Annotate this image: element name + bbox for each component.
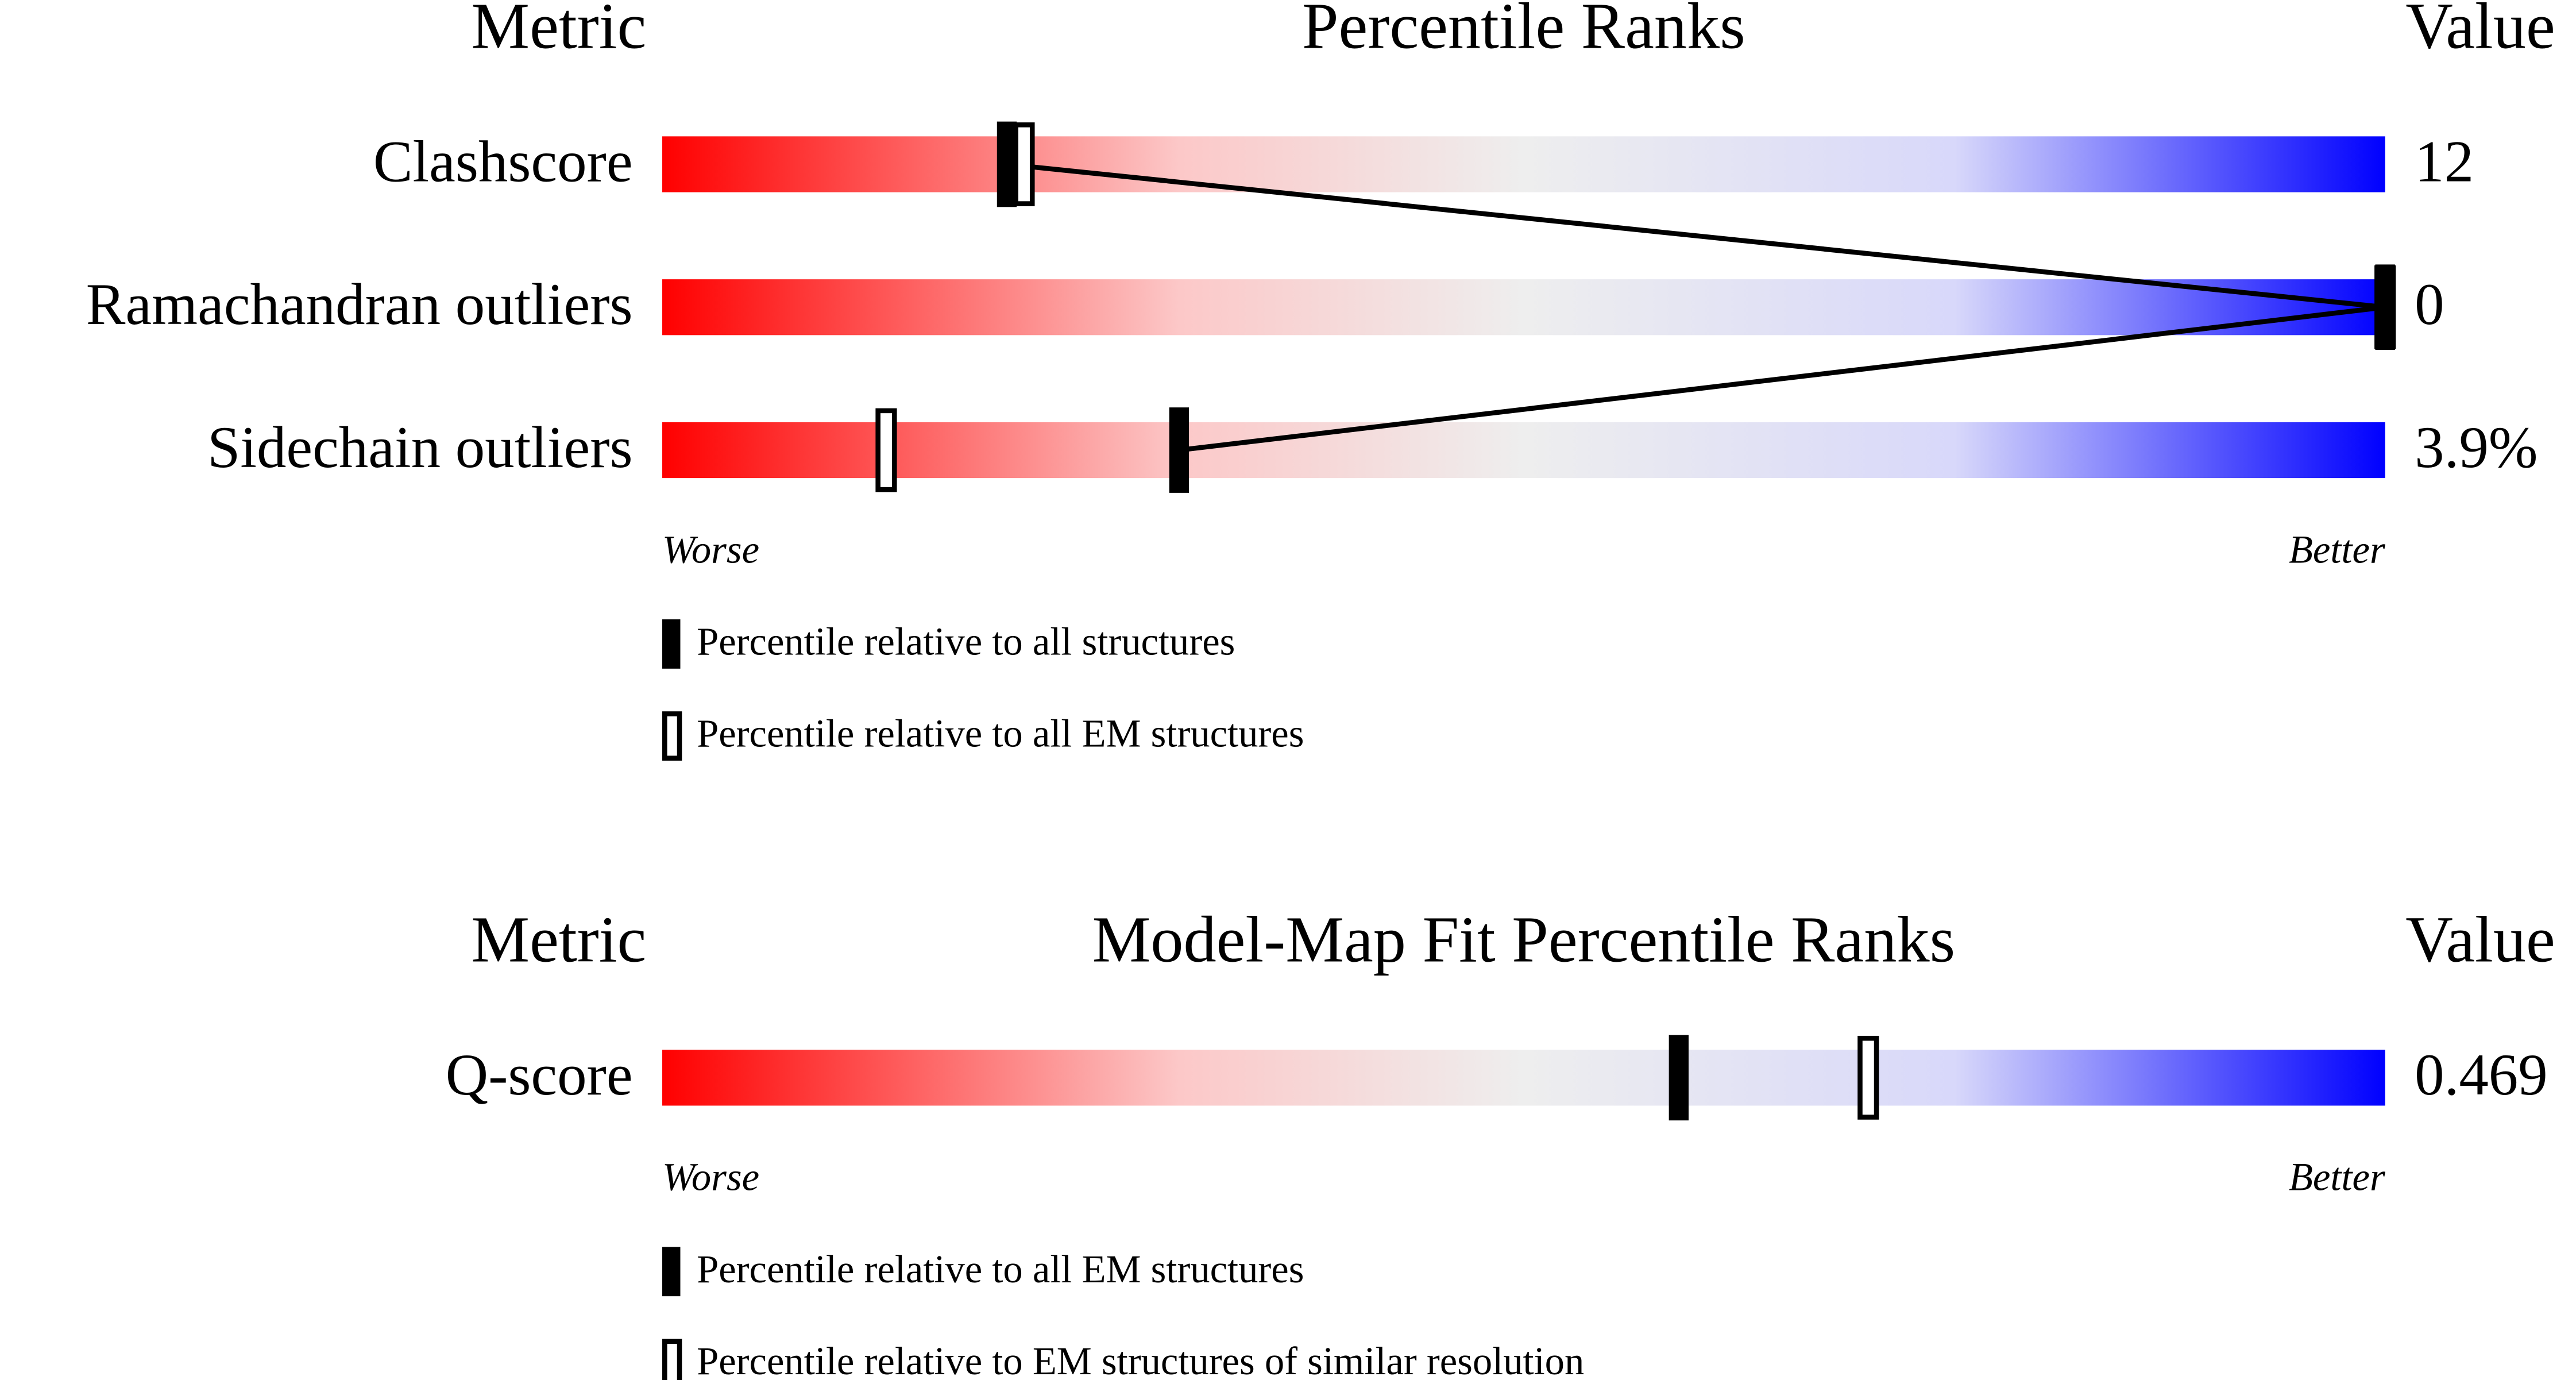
percentile-marker-hollow — [1013, 122, 1035, 206]
metric-label: Clashscore — [373, 129, 633, 194]
legend-label: Percentile relative to EM structures of … — [697, 1339, 1584, 1380]
percentile-marker-filled — [1169, 407, 1189, 493]
percentile-marker-filled — [1669, 1035, 1689, 1121]
percentile-marker-filled — [997, 121, 1017, 207]
gradient-bar — [662, 279, 2385, 336]
legend-swatch-filled — [662, 619, 681, 669]
metric-label: Sidechain outliers — [207, 415, 632, 480]
legend-label: Percentile relative to all structures — [697, 620, 1235, 664]
gradient-bar — [662, 1050, 2385, 1106]
chart-title: Model-Map Fit Percentile Ranks — [1092, 903, 1956, 976]
metric-label: Ramachandran outliers — [86, 272, 633, 337]
metric-value: 12 — [2415, 129, 2474, 194]
better-label: Better — [2289, 527, 2385, 571]
percentile-marker-hollow — [875, 408, 897, 492]
gradient-bar — [662, 422, 2385, 479]
metric-header: Metric — [471, 903, 646, 976]
gradient-bar — [662, 136, 2385, 192]
metric-value: 0.469 — [2415, 1042, 2548, 1108]
value-header: Value — [2405, 903, 2555, 976]
legend-label: Percentile relative to all EM structures — [697, 712, 1304, 755]
percentile-marker-filled — [2375, 264, 2395, 350]
legend-swatch-hollow — [662, 711, 682, 761]
legend-label: Percentile relative to all EM structures — [697, 1247, 1304, 1291]
metric-label: Q-score — [446, 1042, 633, 1108]
metric-header: Metric — [471, 0, 646, 62]
percentile-marker-hollow — [1857, 1035, 1879, 1120]
value-header: Value — [2405, 0, 2555, 62]
chart-title: Percentile Ranks — [1302, 0, 1745, 62]
legend-swatch-hollow — [662, 1339, 682, 1380]
metric-value: 0 — [2415, 272, 2444, 337]
better-label: Better — [2289, 1155, 2385, 1199]
worse-label: Worse — [662, 1155, 759, 1199]
legend-swatch-filled — [662, 1247, 681, 1297]
worse-label: Worse — [662, 527, 759, 571]
metric-value: 3.9% — [2415, 415, 2538, 480]
